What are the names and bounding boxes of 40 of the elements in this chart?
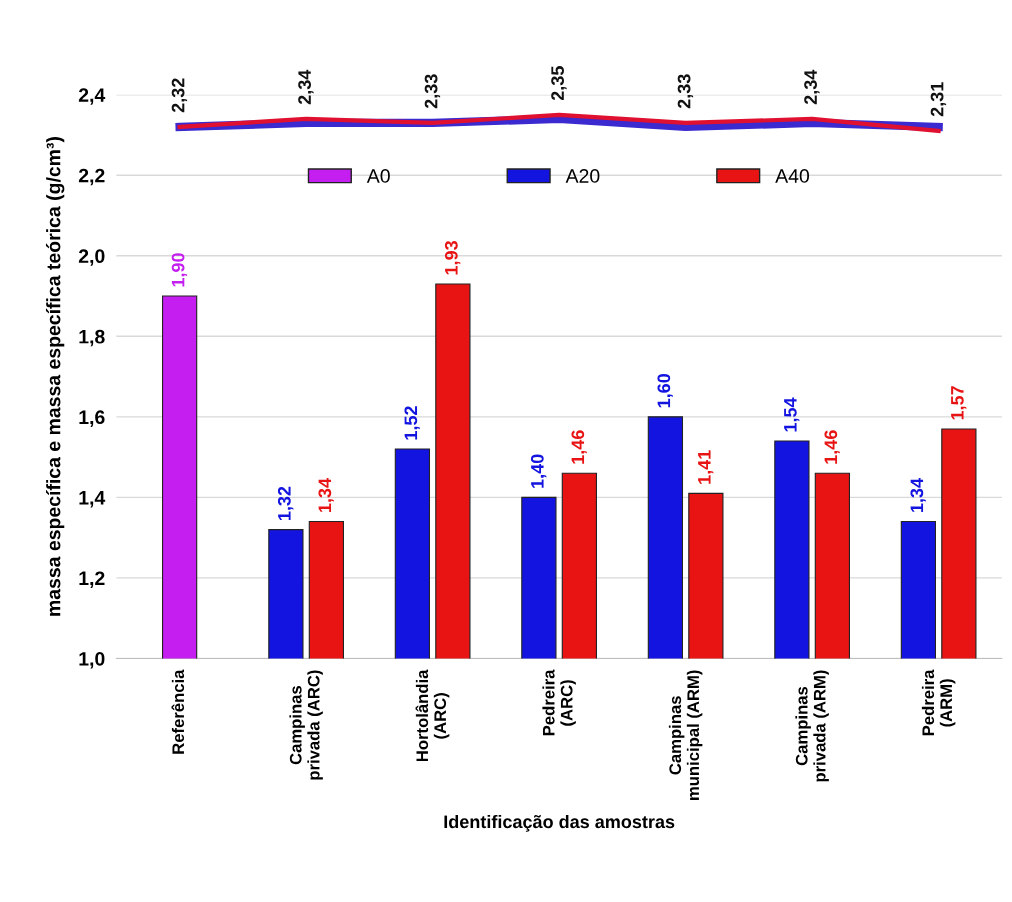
data-label: 2,31 [930,82,947,117]
y-tick-label: 1,0 [79,651,105,669]
x-axis-title: Identificação das amostras [444,814,675,832]
x-tick-label: Campinas municipal (ARM) [668,670,703,800]
data-label: 1,32 [277,486,294,521]
data-label: 1,60 [657,374,673,408]
data-label: 1,40 [530,454,547,488]
data-label: 2,33 [424,74,441,109]
legend-label: A0 [366,169,390,183]
data-label: 2,35 [551,66,567,101]
y-tick-label: 1,8 [79,329,105,347]
y-tick-label: 2,0 [78,249,105,266]
x-tick-label: Referência [171,669,185,754]
data-label: 2,34 [804,69,820,105]
data-label: 1,57 [951,386,967,420]
x-tick-label: Campinas privada (ARM) [795,670,829,782]
x-tick-label: Pedreira (ARC) [542,669,576,736]
data-label: 2,32 [171,78,188,113]
x-tick-label: Hortolândia (ARC) [415,669,450,762]
y-tick-label: 1,2 [79,571,105,588]
data-label: 1,52 [404,406,420,440]
data-label: 1,90 [171,253,188,287]
data-label: 1,93 [444,241,461,275]
data-label: 2,33 [677,74,694,109]
y-axis-title: massa específica e massa específica teórica (g/cm³) [45,137,65,616]
y-tick-label: 1,4 [79,491,106,508]
x-tick-label: Pedreira (ARM) [921,669,956,736]
legend-label: A40 [775,169,810,183]
legend-label: A20 [565,169,600,183]
data-label: 1,46 [824,430,840,464]
data-label: 2,34 [298,69,314,105]
y-tick-label: 2,2 [78,168,105,186]
data-label: 1,54 [784,397,800,432]
data-label: 1,34 [910,478,926,512]
y-tick-label: 1,6 [79,410,105,427]
y-tick-label: 2,4 [78,88,106,105]
x-tick-label: Campinas privada (ARC) [289,670,323,780]
data-label: 1,46 [571,430,587,464]
data-label: 1,34 [318,478,334,512]
data-label: 1,41 [698,450,714,484]
